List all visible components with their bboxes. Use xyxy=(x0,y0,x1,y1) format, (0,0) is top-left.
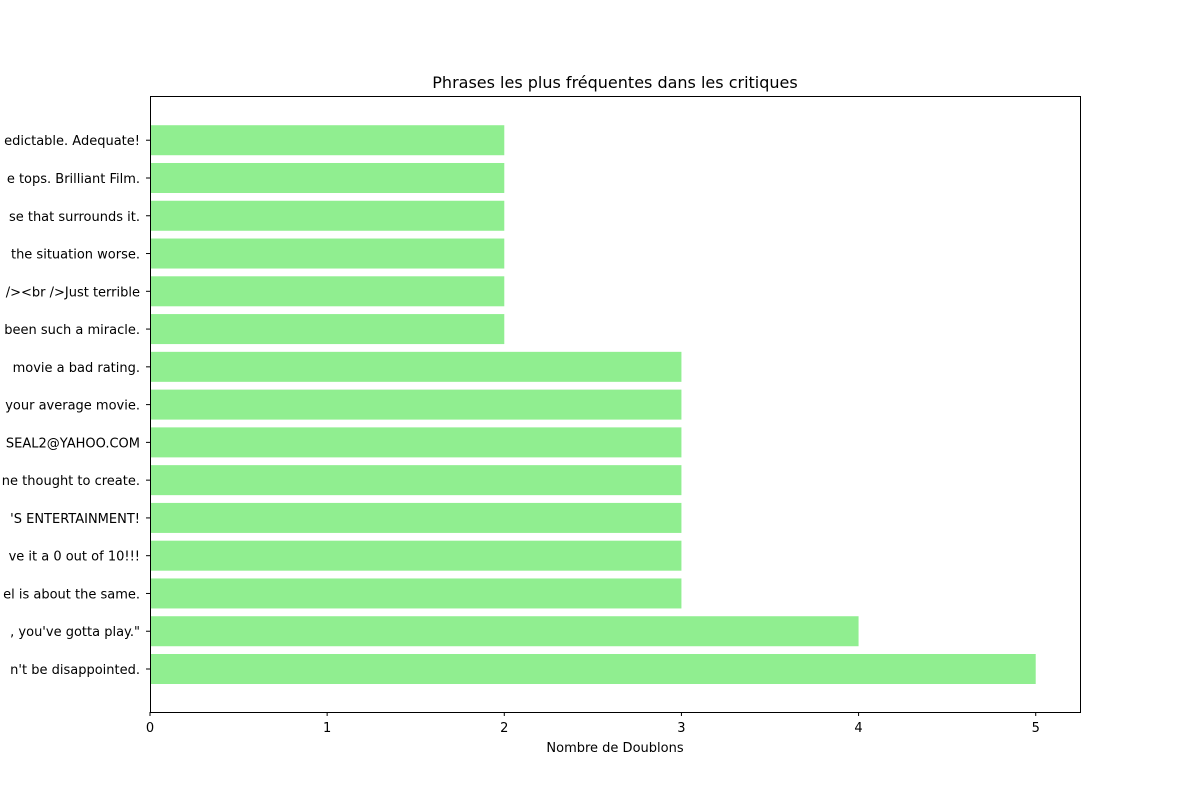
x-tick-label: 0 xyxy=(146,721,154,736)
bar xyxy=(150,427,682,458)
x-axis-label: Nombre de Doublons xyxy=(546,741,683,756)
bar xyxy=(150,351,682,382)
y-tick-label: 'S ENTERTAINMENT! xyxy=(10,512,140,527)
y-tick-label: /><br />Just terrible xyxy=(6,285,140,300)
bar xyxy=(150,389,682,420)
bar xyxy=(150,125,505,156)
x-axis-ticks: 0 1 2 3 4 5 xyxy=(146,712,1040,736)
x-tick-label: 5 xyxy=(1032,721,1040,736)
bar xyxy=(150,314,505,345)
y-tick-label: edictable. Adequate! xyxy=(4,134,140,149)
bar xyxy=(150,200,505,231)
y-tick-label: been such a miracle. xyxy=(4,323,140,338)
y-tick-label: SEAL2@YAHOO.COM xyxy=(6,436,140,451)
bar xyxy=(150,616,859,647)
chart-title: Phrases les plus fréquentes dans les cri… xyxy=(432,73,797,92)
bar xyxy=(150,238,505,269)
y-tick-label: se that surrounds it. xyxy=(9,210,140,225)
bar xyxy=(150,162,505,193)
y-tick-label: your average movie. xyxy=(5,399,140,414)
y-tick-label: e tops. Brilliant Film. xyxy=(7,172,140,187)
bar xyxy=(150,465,682,496)
y-tick-label: , you've gotta play." xyxy=(10,625,140,640)
y-tick-label: ve it a 0 out of 10!!! xyxy=(9,550,140,565)
y-tick-label: the situation worse. xyxy=(11,248,140,263)
bar xyxy=(150,578,682,609)
bar xyxy=(150,540,682,571)
y-tick-label: el is about the same. xyxy=(3,587,140,602)
y-tick-label: movie a bad rating. xyxy=(13,361,140,376)
bar xyxy=(150,502,682,533)
x-tick-label: 1 xyxy=(323,721,331,736)
y-tick-label: n't be disappointed. xyxy=(10,663,140,678)
x-tick-label: 3 xyxy=(677,721,685,736)
bar xyxy=(150,654,1036,684)
y-axis-ticks: n't be disappointed. , you've gotta play.… xyxy=(2,134,150,678)
plot-frame xyxy=(150,96,1081,713)
x-tick-label: 2 xyxy=(500,721,508,736)
x-tick-label: 4 xyxy=(854,721,862,736)
bars-group xyxy=(150,125,1036,684)
y-tick-label: ne thought to create. xyxy=(2,474,140,489)
bar xyxy=(150,276,505,307)
